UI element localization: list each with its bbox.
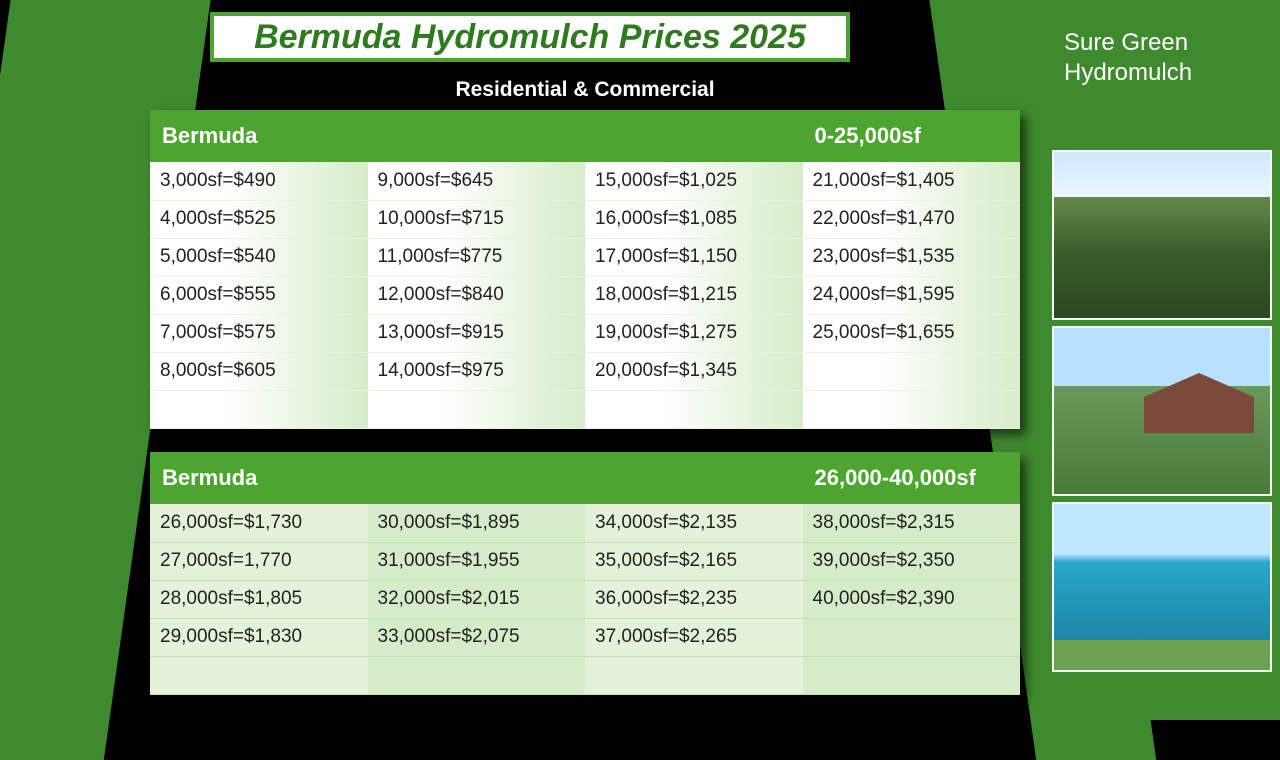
price-cell: 16,000sf=$1,085 (585, 200, 803, 238)
brand-line-1: Sure Green (1064, 28, 1244, 58)
page-subtitle: Residential & Commercial (150, 78, 1020, 102)
price-cell: 17,000sf=$1,150 (585, 238, 803, 276)
price-cell (368, 390, 586, 428)
price-cell: 20,000sf=$1,345 (585, 352, 803, 390)
price-cell: 8,000sf=$605 (150, 352, 368, 390)
price-cell (150, 656, 368, 694)
page-title-box: Bermuda Hydromulch Prices 2025 (210, 12, 850, 62)
brand-line-2: Hydromulch (1064, 58, 1244, 88)
price-cell: 40,000sf=$2,390 (803, 580, 1021, 618)
price-cell: 19,000sf=$1,275 (585, 314, 803, 352)
price-cell: 26,000sf=$1,730 (150, 504, 368, 542)
pool-slope-photo (1052, 502, 1272, 672)
column-header: 0-25,000sf (803, 110, 1021, 162)
column-header (368, 452, 586, 504)
table-row: 28,000sf=$1,80532,000sf=$2,01536,000sf=$… (150, 580, 1020, 618)
price-cell: 11,000sf=$775 (368, 238, 586, 276)
table-row (150, 656, 1020, 694)
price-cell (150, 390, 368, 428)
price-cell (585, 656, 803, 694)
price-cell: 10,000sf=$715 (368, 200, 586, 238)
column-header: Bermuda (150, 110, 368, 162)
price-cell: 24,000sf=$1,595 (803, 276, 1021, 314)
price-cell: 15,000sf=$1,025 (585, 162, 803, 200)
price-cell: 32,000sf=$2,015 (368, 580, 586, 618)
price-cell: 4,000sf=$525 (150, 200, 368, 238)
table-row: 8,000sf=$60514,000sf=$97520,000sf=$1,345 (150, 352, 1020, 390)
price-cell: 28,000sf=$1,805 (150, 580, 368, 618)
hydromulch-lawn-photo (1052, 150, 1272, 320)
table-row: 29,000sf=$1,83033,000sf=$2,07537,000sf=$… (150, 618, 1020, 656)
price-table-small: Bermuda 0-25,000sf 3,000sf=$4909,000sf=$6… (150, 110, 1020, 429)
price-cell (803, 656, 1021, 694)
table-row: 26,000sf=$1,73030,000sf=$1,89534,000sf=$… (150, 504, 1020, 542)
price-cell: 13,000sf=$915 (368, 314, 586, 352)
price-cell: 12,000sf=$840 (368, 276, 586, 314)
price-cell (803, 390, 1021, 428)
price-cell: 6,000sf=$555 (150, 276, 368, 314)
page-title: Bermuda Hydromulch Prices 2025 (254, 18, 806, 57)
column-header: Bermuda (150, 452, 368, 504)
table-row: 27,000sf=1,77031,000sf=$1,95535,000sf=$2… (150, 542, 1020, 580)
table-header-row: Bermuda 26,000-40,000sf (150, 452, 1020, 504)
price-cell: 7,000sf=$575 (150, 314, 368, 352)
price-cell (803, 618, 1021, 656)
price-cell (585, 390, 803, 428)
price-cell: 5,000sf=$540 (150, 238, 368, 276)
price-cell: 23,000sf=$1,535 (803, 238, 1021, 276)
photo-thumbnails (1052, 150, 1272, 672)
table-header-row: Bermuda 0-25,000sf (150, 110, 1020, 162)
price-cell: 34,000sf=$2,135 (585, 504, 803, 542)
column-header (585, 452, 803, 504)
price-cell: 25,000sf=$1,655 (803, 314, 1021, 352)
price-cell: 22,000sf=$1,470 (803, 200, 1021, 238)
price-cell: 33,000sf=$2,075 (368, 618, 586, 656)
price-cell (803, 352, 1021, 390)
price-cell: 39,000sf=$2,350 (803, 542, 1021, 580)
table-row: 4,000sf=$52510,000sf=$71516,000sf=$1,085… (150, 200, 1020, 238)
price-cell: 14,000sf=$975 (368, 352, 586, 390)
price-cell: 36,000sf=$2,235 (585, 580, 803, 618)
price-cell: 31,000sf=$1,955 (368, 542, 586, 580)
column-header (585, 110, 803, 162)
column-header (368, 110, 586, 162)
table-row: 3,000sf=$4909,000sf=$64515,000sf=$1,0252… (150, 162, 1020, 200)
table-row: 5,000sf=$54011,000sf=$77517,000sf=$1,150… (150, 238, 1020, 276)
price-cell: 21,000sf=$1,405 (803, 162, 1021, 200)
table-row (150, 390, 1020, 428)
price-cell: 38,000sf=$2,315 (803, 504, 1021, 542)
price-cell: 3,000sf=$490 (150, 162, 368, 200)
price-cell: 18,000sf=$1,215 (585, 276, 803, 314)
price-cell: 37,000sf=$2,265 (585, 618, 803, 656)
price-cell (368, 656, 586, 694)
table-row: 7,000sf=$57513,000sf=$91519,000sf=$1,275… (150, 314, 1020, 352)
house-lawn-photo (1052, 326, 1272, 496)
brand-name: Sure Green Hydromulch (1064, 28, 1244, 88)
table-row: 6,000sf=$55512,000sf=$84018,000sf=$1,215… (150, 276, 1020, 314)
price-cell: 27,000sf=1,770 (150, 542, 368, 580)
price-cell: 9,000sf=$645 (368, 162, 586, 200)
price-cell: 30,000sf=$1,895 (368, 504, 586, 542)
price-cell: 35,000sf=$2,165 (585, 542, 803, 580)
price-cell: 29,000sf=$1,830 (150, 618, 368, 656)
column-header: 26,000-40,000sf (803, 452, 1021, 504)
price-table-large: Bermuda 26,000-40,000sf 26,000sf=$1,73030… (150, 452, 1020, 695)
